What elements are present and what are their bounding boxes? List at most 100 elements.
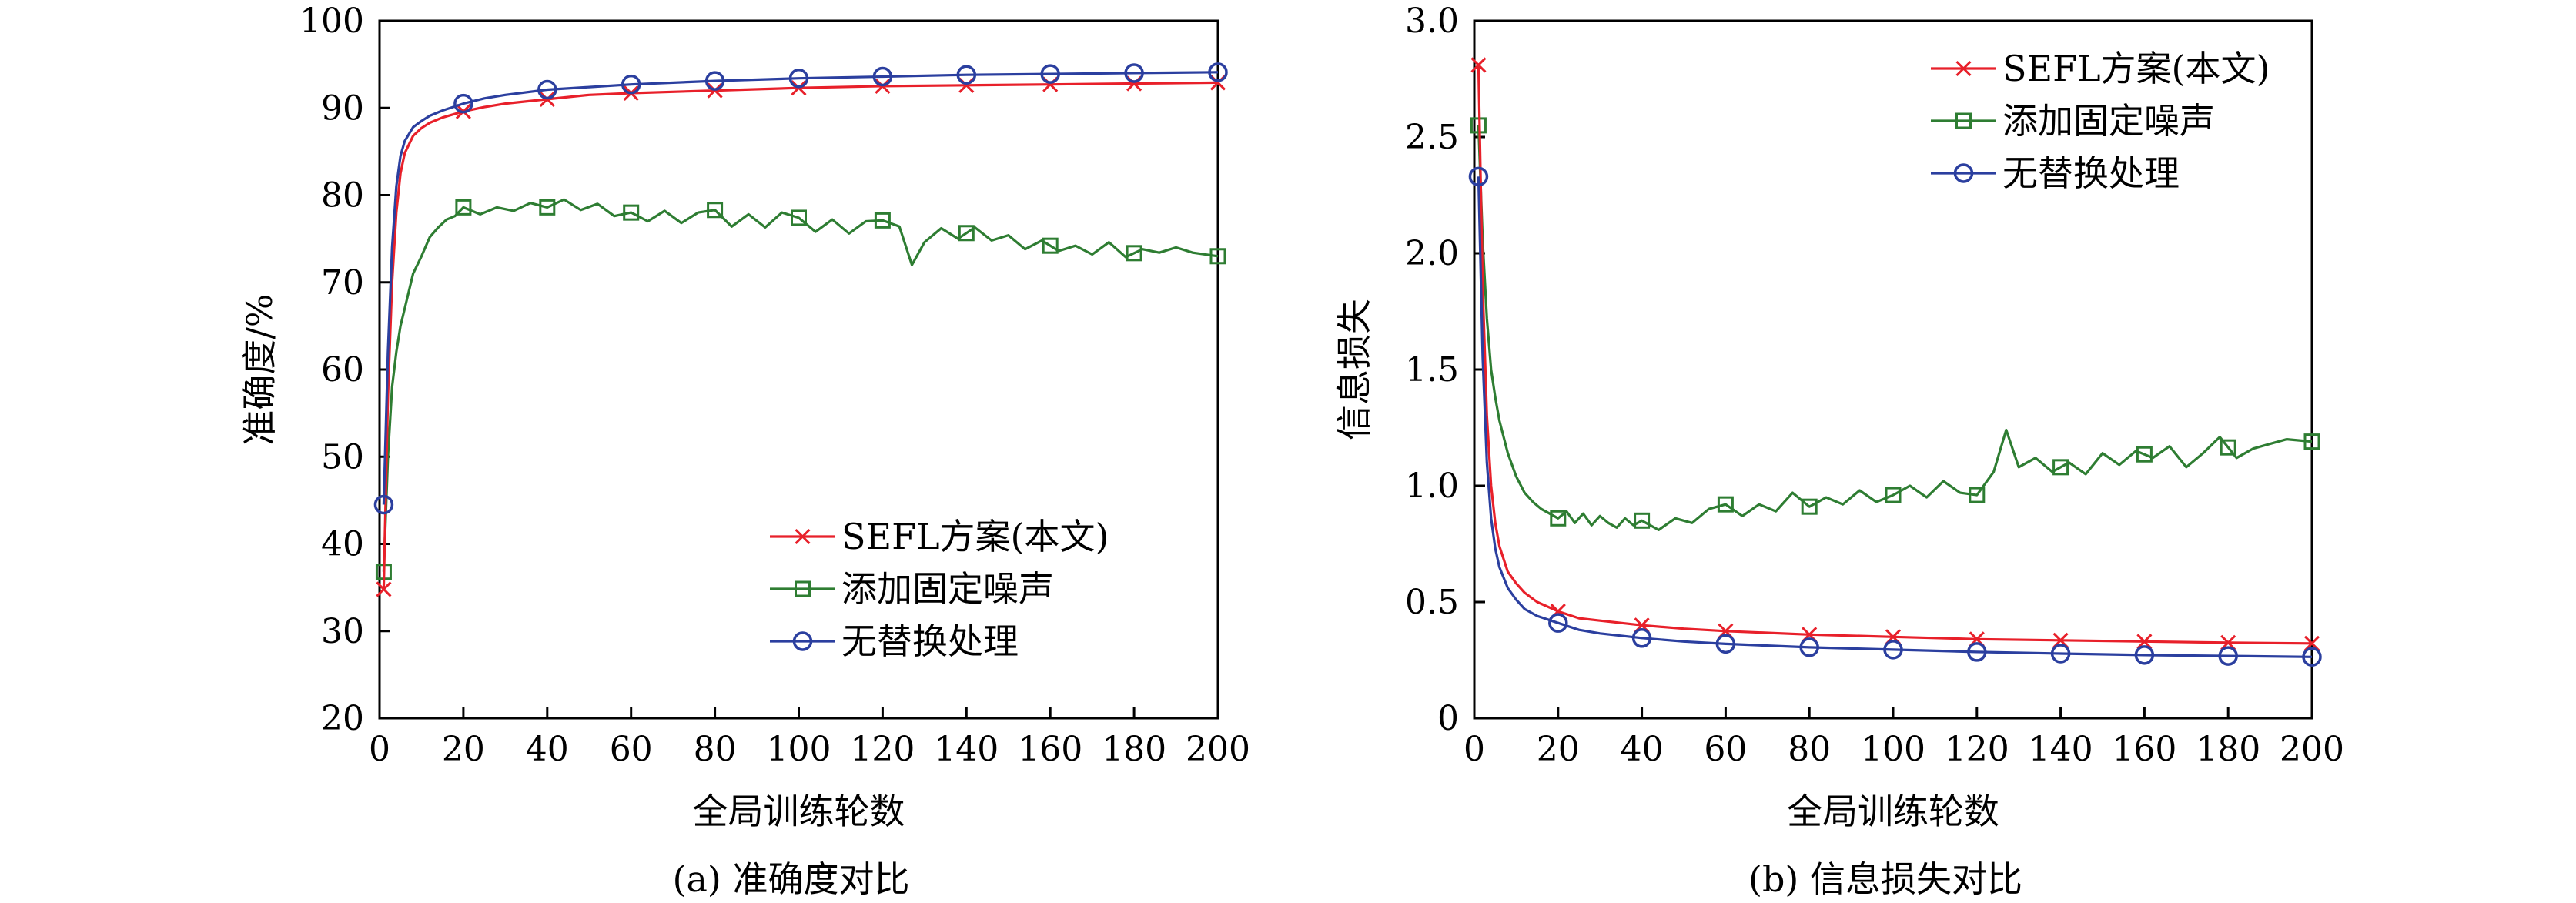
data-point-marker [1801,498,1818,515]
y-tick-label: 1.0 [1405,467,1459,506]
data-point-marker [2050,644,2071,664]
data-point-marker [2302,647,2322,667]
data-point-marker [2303,635,2320,651]
series-line-sefl [382,81,1219,590]
data-point-marker [2218,646,2238,666]
data-point-marker [2136,634,2153,650]
accuracy-chart-panel: 0 20 40 60 80 100 120 140 160 180 2002030405060708… [239,2,1250,900]
y-tick-label: 2.0 [1405,234,1459,273]
data-point-marker [1208,62,1228,82]
data-point-marker [2220,439,2236,456]
y-tick-label: 2.5 [1405,118,1459,157]
x-tick-label: 40 [1621,730,1664,769]
data-point-marker [1634,512,1651,529]
series-line-sefl [1477,65,2313,645]
data-point-marker [1040,64,1060,84]
legend-label-noise: 添加固定噪声 [841,568,1054,610]
x-tick-label: 20 [442,730,485,769]
data-point-marker [1799,637,1819,657]
legend-label-sefl: SEFL方案(本文) [841,516,1109,557]
data-point-marker [2052,459,2069,476]
series-sefl [1470,57,2320,651]
x-tick-label: 120 [1945,730,2009,769]
x-tick-label: 180 [1102,730,1166,769]
data-point-marker [1124,63,1144,83]
data-point-marker [788,68,809,89]
data-point-marker [537,79,557,100]
data-point-marker [958,225,975,242]
data-point-marker [1715,634,1736,654]
series-line-noise [382,198,1219,572]
series-line-noise [1477,125,2313,532]
x-tick-label: 200 [2280,730,2344,769]
x-tick-label: 40 [526,730,569,769]
legend-marker-sefl [795,528,811,545]
y-tick-label: 100 [299,2,364,41]
y-tick-label: 90 [321,89,364,128]
y-axis-label: 信息损失 [1333,299,1375,440]
x-tick-label: 140 [934,730,999,769]
y-tick-label: 60 [321,350,364,390]
data-point-marker [956,65,977,85]
legend-marker-sefl [1955,60,1972,77]
y-tick-label: 70 [321,263,364,303]
data-point-marker [2134,645,2155,665]
chart-caption: (b) 信息损失对比 [1748,858,2022,900]
data-point-marker [539,199,556,216]
series-line-noreplace [1477,176,2313,658]
legend-label-sefl: SEFL方案(本文) [2002,48,2270,89]
info-loss-chart-panel: 0 20 40 60 80 100 120 140 160 180 200 0 0.5 1.0 1.5 2.0… [1333,2,2344,900]
data-point-marker [1470,57,1487,73]
data-point-marker [2136,446,2153,463]
series-noreplace [373,62,1228,515]
y-tick-label: 30 [321,612,364,651]
data-point-marker [453,93,473,114]
x-tick-label: 80 [1788,730,1831,769]
y-tick-label: 0.5 [1405,583,1459,622]
data-point-marker [373,494,394,515]
x-tick-label: 160 [2112,730,2176,769]
data-point-marker [874,212,891,229]
series-noreplace [1468,166,2322,667]
legend-label-noreplace: 无替换处理 [841,620,1019,662]
data-point-marker [376,581,392,597]
x-axis-label: 全局训练轮数 [693,791,905,832]
data-point-marker [707,202,724,219]
data-point-marker [455,199,472,216]
data-point-marker [1717,496,1734,513]
y-tick-label: 0 [1437,699,1459,738]
x-tick-label: 140 [2029,730,2093,769]
data-point-marker [623,204,640,221]
data-point-marker [1548,613,1568,633]
legend-marker-noreplace [1953,163,1974,183]
data-point-marker [704,71,725,91]
data-point-marker [1883,640,1903,660]
legend-marker-noreplace [792,631,813,651]
plot-frame [378,19,1219,720]
series-noise [1470,117,2320,532]
data-point-marker [1631,628,1652,648]
x-tick-label: 60 [610,730,653,769]
x-tick-label: 100 [767,730,831,769]
y-tick-label: 3.0 [1405,2,1459,41]
legend-marker-noise [795,580,811,597]
series-sefl [376,75,1226,597]
data-point-marker [1885,487,1902,503]
data-point-marker [2303,433,2320,450]
x-tick-label: 60 [1704,730,1747,769]
x-tick-label: 100 [1861,730,1925,769]
y-tick-label: 1.5 [1405,350,1459,390]
y-tick-label: 80 [321,176,364,216]
data-point-marker [1969,487,1986,503]
x-tick-label: 0 [1464,730,1485,769]
x-tick-label: 80 [694,730,737,769]
data-point-marker [872,66,893,87]
legend-label-noise: 添加固定噪声 [2002,100,2215,142]
chart-caption: (a) 准确度对比 [673,858,910,900]
legend-label-noreplace: 无替换处理 [2002,152,2180,194]
data-point-marker [1126,245,1142,262]
x-tick-label: 20 [1537,730,1580,769]
